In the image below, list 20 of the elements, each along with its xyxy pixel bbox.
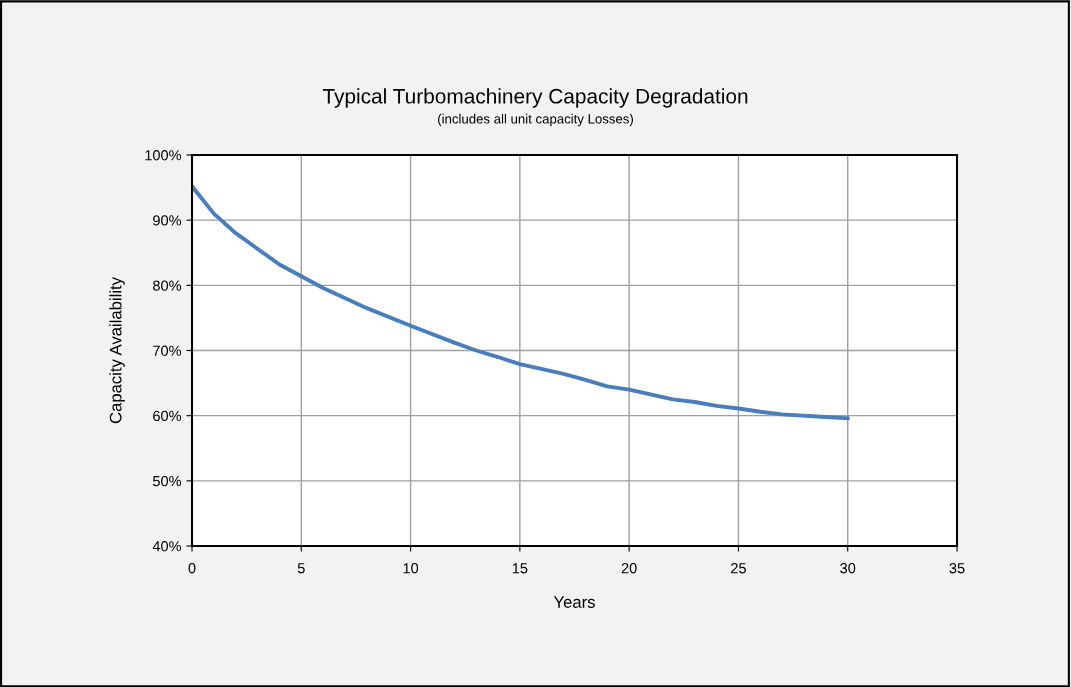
x-tick-label: 15 bbox=[512, 563, 528, 574]
line-series bbox=[192, 184, 850, 421]
y-tick-label: 60% bbox=[153, 410, 182, 422]
x-tick-label: 35 bbox=[949, 563, 965, 574]
y-tick-label: 80% bbox=[153, 280, 182, 291]
x-tick-label: 0 bbox=[188, 563, 196, 574]
y-axis-title: Capacity Availability bbox=[109, 277, 125, 424]
x-tick-label: 30 bbox=[840, 563, 856, 574]
y-tick-label: 40% bbox=[152, 541, 182, 552]
x-axis-title: Years bbox=[553, 596, 595, 608]
y-tick-label: 90% bbox=[153, 215, 182, 226]
y-tick-label: 70% bbox=[153, 345, 182, 356]
x-tick-label: 20 bbox=[621, 563, 637, 574]
x-tick-label: 25 bbox=[731, 563, 746, 574]
y-tick-label: 50% bbox=[152, 475, 182, 487]
x-tick-label: 5 bbox=[297, 563, 305, 574]
y-tick-label: 100% bbox=[145, 150, 182, 161]
chart-subtitle: (includes all unit capacity Losses) bbox=[438, 113, 633, 127]
chart-title: Typical Turbomachinery Capacity Degradation bbox=[322, 88, 748, 108]
x-tick-label: 10 bbox=[403, 563, 419, 574]
